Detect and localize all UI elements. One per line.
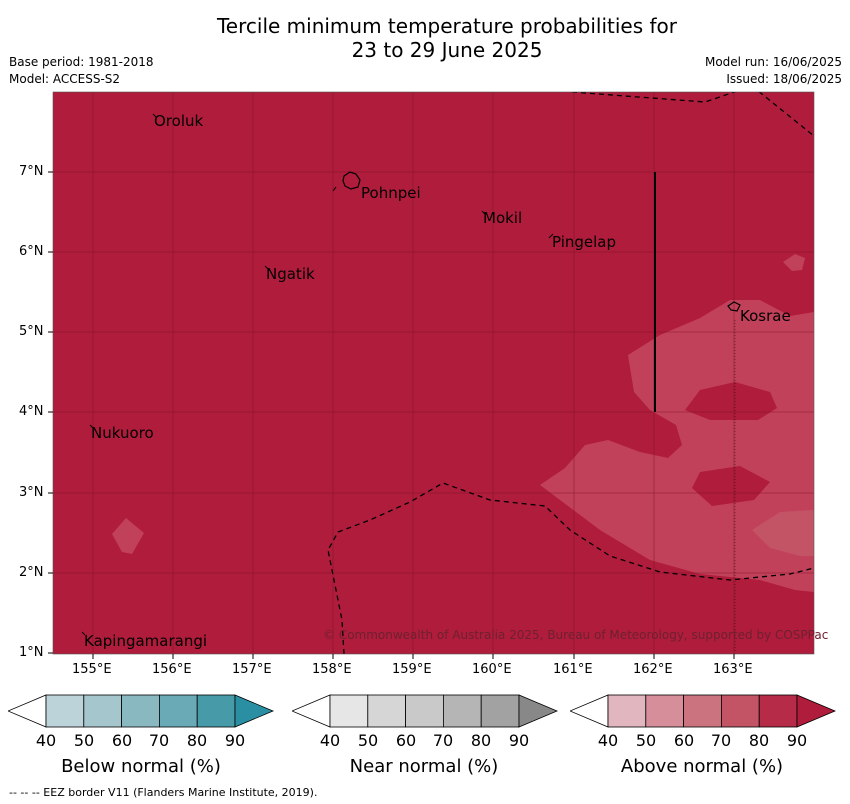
model-run: Model run: 16/06/2025 [704,55,842,69]
lon-label-160: 160°E [472,662,512,677]
tick-label: 70 [710,731,732,750]
colorbar-label-above: Above normal (%) [620,756,784,777]
colorbar-segment [758,694,798,728]
map-frame [52,91,815,655]
title-line-2: 23 to 29 June 2025 [351,38,543,62]
colorbar-extend-low [292,694,331,728]
tick-label: 60 [395,731,417,750]
colorbar-segment [480,694,520,728]
tick-label: 70 [432,731,454,750]
map-title: Tercile minimum temperature probabilitie… [0,14,850,62]
tick-label: 60 [673,731,695,750]
place-label-mokil: Mokil [483,209,523,227]
tick-label: 50 [635,731,657,750]
colorbar-extend-low [8,694,47,728]
colorbar-segment [405,694,444,728]
region-above-90-patch-b [692,466,770,506]
colorbar-segment [367,694,407,728]
region-above-70 [752,510,814,556]
lon-label-155: 155°E [72,662,112,677]
tick-label: 80 [748,731,770,750]
tick-label: 90 [786,731,808,750]
lat-label-2n: 2°N [19,565,44,580]
atoll-marks [81,113,554,636]
eez-footnote: -- -- -- EEZ border V11 (Flanders Marine… [9,786,318,799]
colorbar-segment [442,694,482,728]
metadata-right: Model run: 16/06/2025 Issued: 18/06/2025 [705,54,842,88]
colorbar-segment [121,694,160,728]
colorbar-extend-low [570,694,609,728]
island-mark-ant [332,186,337,192]
tick-label: 50 [73,731,95,750]
title-line-1: Tercile minimum temperature probabilitie… [216,14,678,38]
place-label-pohnpei: Pohnpei [361,184,421,202]
region-above-80 [540,300,814,592]
colorbar-segment [720,694,760,728]
tick-label: 70 [148,731,170,750]
lon-label-163: 163°E [713,662,753,677]
colorbar-segment [158,694,198,728]
lon-label-157: 157°E [232,662,272,677]
tick-label: 60 [111,731,133,750]
lat-label-7n: 7°N [19,164,44,179]
colorbar-segment [45,694,85,728]
lon-label-159: 159°E [392,662,432,677]
axis-ticks [48,171,735,659]
lat-label-5n: 5°N [19,324,44,339]
issued-date: Issued: 18/06/2025 [726,72,842,86]
region-above-80-west [112,518,144,554]
lon-label-158: 158°E [312,662,352,677]
colorbar-segment [683,694,722,728]
lon-label-162: 162°E [633,662,673,677]
kosrae-island-shape [727,301,741,312]
tick-label: 90 [224,731,246,750]
place-label-ngatik: Ngatik [266,265,315,283]
copyright-notice: © Commonwealth of Australia 2025, Bureau… [323,628,829,642]
colorbar-segment [83,694,123,728]
lat-label-1n: 1°N [19,645,44,660]
lat-label-4n: 4°N [19,404,44,419]
place-label-nukuoro: Nukuoro [91,424,154,442]
base-period: Base period: 1981-2018 [9,55,154,69]
pohnpei-island-shape [342,171,361,190]
colorbar-above-normal [570,694,836,728]
tick-label: 40 [319,731,341,750]
tick-label: 40 [597,731,619,750]
graticule [53,92,814,654]
colorbar-below-normal [8,694,274,728]
lon-label-156: 156°E [152,662,192,677]
lon-label-161: 161°E [553,662,593,677]
eez-borders [327,92,814,654]
colorbar-segment [645,694,685,728]
region-above-80-north [783,254,805,271]
colorbar-extend-high [518,694,558,728]
colorbar-segment [329,694,369,728]
metadata-left: Base period: 1981-2018 Model: ACCESS-S2 [9,54,154,88]
tick-label: 90 [508,731,530,750]
colorbar-extend-high [796,694,836,728]
colorbar-label-below: Below normal (%) [61,756,221,777]
place-label-oroluk: Oroluk [154,112,204,130]
region-above-90-patch-a [685,382,777,420]
lat-label-3n: 3°N [19,485,44,500]
colorbar-near-normal [292,694,558,728]
colorbar-segment [607,694,647,728]
lat-label-6n: 6°N [19,244,44,259]
model-name: Model: ACCESS-S2 [9,72,121,86]
map-canvas [48,91,815,659]
place-label-kosrae: Kosrae [740,307,791,325]
colorbar-segment [196,694,236,728]
place-label-pingelap: Pingelap [552,233,617,251]
colorbar-label-near: Near normal (%) [349,756,499,777]
tick-label: 40 [35,731,57,750]
tick-label: 50 [357,731,379,750]
tick-label: 80 [186,731,208,750]
place-label-kapingamarangi: Kapingamarangi [84,632,208,650]
tick-label: 80 [470,731,492,750]
colorbar-extend-high [234,694,274,728]
